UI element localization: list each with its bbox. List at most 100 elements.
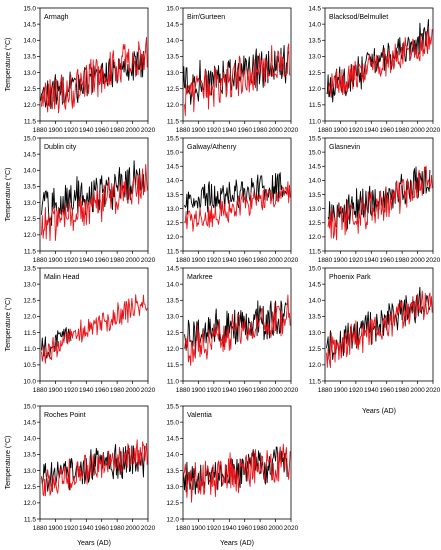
y-tick-label: 15.0 [308, 149, 321, 156]
y-tick-label: 12.5 [308, 346, 321, 353]
y-tick-label: 13.0 [308, 54, 321, 61]
x-tick-label: 1880 [318, 127, 333, 134]
x-tick-label: 2020 [426, 387, 441, 394]
y-tick-label: 12.0 [23, 314, 36, 321]
x-tick-label: 1940 [222, 257, 237, 264]
x-tick-label: 1920 [64, 525, 79, 532]
plot-frame [182, 7, 292, 122]
y-tick-label: 12.5 [166, 86, 179, 93]
series-line-red [183, 443, 291, 503]
x-tick-label: 1900 [191, 257, 206, 264]
y-tick-label: 14.0 [23, 168, 36, 175]
plot-frame [39, 7, 149, 122]
y-tick-label: 15.0 [23, 403, 36, 410]
y-tick-label: 12.5 [23, 216, 36, 223]
x-tick-label: 2000 [125, 525, 140, 532]
panel-birr-gurteen: Birr/Gurteen 1880 1900 1920 1940 1960 1980 2000… [166, 5, 298, 134]
x-tick-label: 1900 [191, 127, 206, 134]
x-tick-label: 1880 [176, 127, 191, 134]
x-tick-label: 1920 [207, 127, 222, 134]
x-tick-label: 1940 [222, 127, 237, 134]
x-tick-label: 1980 [110, 525, 125, 532]
y-tick-label: 11.5 [309, 102, 322, 109]
x-tick-label: 2000 [410, 257, 425, 264]
y-tick-label: 14.0 [23, 38, 36, 45]
plot-frame [39, 137, 149, 252]
x-tick-label: 2000 [268, 257, 283, 264]
panel-blacksod-belmullet: Blacksod/Belmullet 1880 1900 1920 1940 1960 19… [308, 5, 440, 134]
y-tick-label: 14.5 [166, 265, 179, 272]
x-tick-label: 1940 [79, 525, 94, 532]
x-tick-label: 2000 [125, 387, 140, 394]
x-tick-label: 2020 [141, 127, 156, 134]
y-tick-label: 14.0 [166, 38, 179, 45]
y-tick-label: 15.5 [166, 135, 179, 142]
x-tick-label: 1980 [110, 257, 125, 264]
y-tick-label: 15.0 [166, 149, 179, 156]
x-tick-label: 2020 [284, 257, 299, 264]
y-tick-label: 13.5 [23, 184, 36, 191]
panel-armagh: Armagh 1880 1900 1920 1940 1960 1980 2000 2020 11… [4, 5, 156, 134]
x-tick-label: 1900 [191, 387, 206, 394]
x-tick-label: 1900 [333, 127, 348, 134]
series-line-black [184, 300, 287, 354]
series-line-red [41, 439, 148, 497]
panel-valentia: Valentia 1880 1900 1920 1940 1960 1980 2000 2020… [166, 403, 298, 532]
panel-title: Markree [187, 274, 213, 281]
x-tick-label: 1940 [364, 127, 379, 134]
y-tick-label: 13.0 [166, 206, 179, 213]
y-tick-label: 14.5 [166, 21, 179, 28]
x-tick-label: 1920 [349, 257, 364, 264]
y-tick-label: 13.0 [23, 281, 36, 288]
x-tick-label: 1940 [364, 257, 379, 264]
y-tick-label: 13.0 [166, 70, 179, 77]
x-tick-label: 2020 [284, 525, 299, 532]
series-line-red [41, 36, 148, 114]
x-tick-label: 1880 [176, 525, 191, 532]
panel-title: Valentia [187, 412, 212, 419]
x-axis-label: Years (AD) [362, 408, 396, 415]
y-tick-label: 12.0 [23, 500, 36, 507]
y-tick-label: 14.5 [308, 281, 321, 288]
plot-frame [324, 7, 434, 122]
x-tick-label: 1880 [33, 257, 48, 264]
y-tick-label: 14.5 [166, 164, 179, 171]
x-tick-label: 2020 [141, 257, 156, 264]
x-axis-label: Years (AD) [220, 540, 254, 547]
x-tick-label: 2020 [426, 127, 441, 134]
panel-markree: Markree 1880 1900 1920 1940 1960 1980 2000 2020 1… [166, 265, 298, 394]
x-tick-label: 1940 [364, 387, 379, 394]
y-tick-label: 13.0 [23, 70, 36, 77]
x-tick-label: 1960 [237, 387, 252, 394]
plot-frame [182, 405, 292, 520]
x-tick-label: 1920 [207, 387, 222, 394]
x-tick-label: 1980 [395, 387, 410, 394]
x-tick-label: 1980 [110, 387, 125, 394]
y-tick-label: 12.5 [308, 220, 321, 227]
y-tick-label: 15.0 [23, 5, 36, 12]
x-tick-label: 1920 [349, 127, 364, 134]
y-tick-label: 13.0 [23, 468, 36, 475]
series-line-red [41, 294, 148, 364]
y-tick-label: 13.0 [23, 200, 36, 207]
series-line-red [184, 181, 291, 232]
x-tick-label: 1960 [237, 525, 252, 532]
y-tick-label: 13.5 [308, 314, 321, 321]
x-tick-label: 1880 [318, 387, 333, 394]
x-tick-label: 1920 [64, 387, 79, 394]
x-tick-label: 1920 [64, 127, 79, 134]
y-tick-label: 12.5 [166, 500, 179, 507]
x-tick-label: 2020 [141, 387, 156, 394]
y-tick-label: 10.5 [23, 362, 36, 369]
y-tick-label: 11.5 [309, 378, 322, 385]
y-tick-label: 12.0 [23, 102, 36, 109]
y-tick-label: 13.0 [166, 484, 179, 491]
y-tick-label: 13.5 [23, 54, 36, 61]
plot-frame [324, 267, 434, 382]
y-tick-label: 15.0 [166, 419, 179, 426]
x-tick-label: 1900 [333, 257, 348, 264]
series-line-black [184, 172, 288, 215]
y-tick-label: 12.0 [166, 102, 179, 109]
y-tick-label: 13.0 [308, 206, 321, 213]
y-tick-label: 15.0 [308, 265, 321, 272]
